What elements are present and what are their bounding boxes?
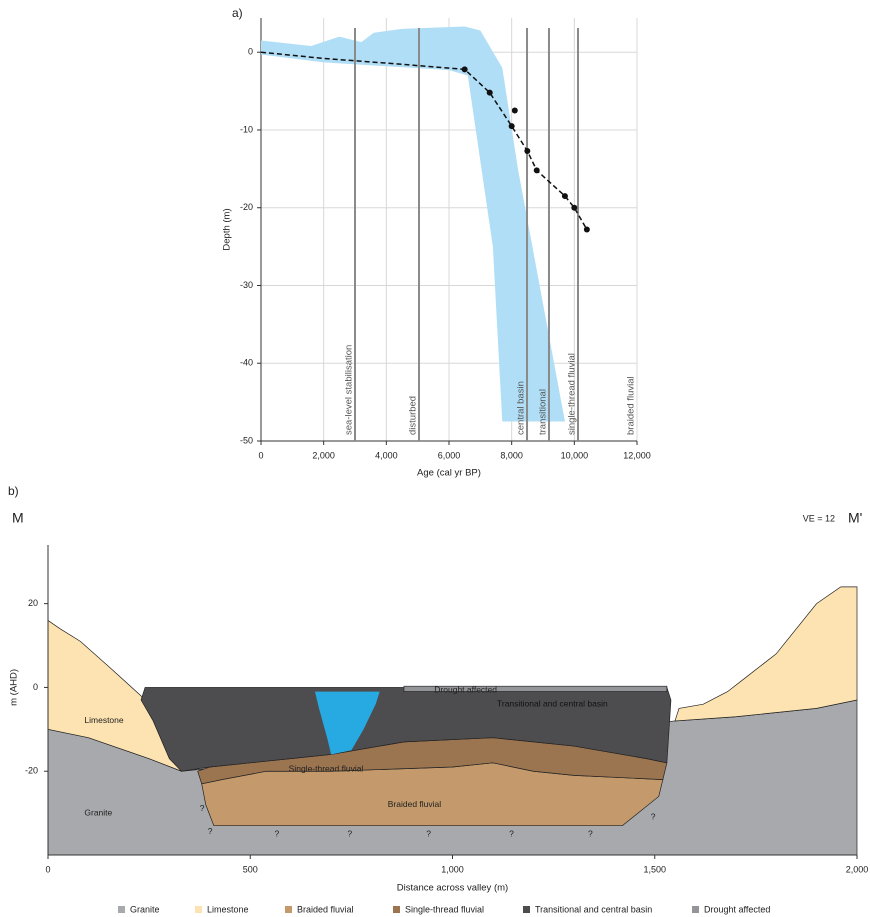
data-point	[462, 66, 468, 72]
annotation: Drought affected	[434, 685, 497, 695]
annotation: ?	[208, 826, 213, 836]
x-tick-label: 10,000	[561, 450, 589, 460]
x-tick-label: 8,000	[500, 450, 523, 460]
annotation: Transitional and central basin	[497, 698, 608, 708]
y-axis-title: m (AHD)	[9, 669, 20, 706]
x-tick-label: 0	[45, 864, 50, 874]
x-tick-label: 6,000	[438, 450, 461, 460]
legend-label: Drought affected	[704, 904, 770, 914]
phase-label: central basin	[516, 381, 527, 435]
legend-swatch	[393, 906, 400, 913]
x-tick-label: 2,000	[312, 450, 335, 460]
y-tick-label: -50	[240, 435, 253, 445]
y-tick-label: -40	[240, 358, 253, 368]
x-tick-label: 4,000	[375, 450, 398, 460]
annotation: ?	[651, 812, 656, 822]
legend-label: Granite	[130, 904, 160, 914]
uncertainty-band	[261, 27, 565, 422]
y-tick-label: -20	[240, 202, 253, 212]
phase-label: sea-level stabilisation	[344, 345, 355, 435]
data-point	[571, 205, 577, 211]
section-end-right: M'	[848, 510, 862, 526]
trend-line	[261, 52, 587, 229]
legend-swatch	[692, 906, 699, 913]
x-tick-label: 1,000	[441, 864, 464, 874]
y-tick-label: 0	[248, 47, 253, 57]
y-tick-label: -30	[240, 280, 253, 290]
phase-label: transitional	[538, 389, 549, 435]
data-point	[562, 193, 568, 199]
x-tick-label: 500	[243, 864, 258, 874]
ve-note: VE = 12	[803, 513, 835, 523]
y-tick-label: 20	[28, 598, 38, 608]
annotation: ?	[275, 828, 280, 838]
annotation: Granite	[84, 807, 112, 817]
x-tick-label: 1,500	[643, 864, 666, 874]
annotation: ?	[347, 828, 352, 838]
x-tick-label: 2,000	[846, 864, 869, 874]
annotation: ?	[588, 828, 593, 838]
legend-swatch	[195, 906, 202, 913]
y-axis-title: Depth (m)	[222, 208, 233, 250]
y-tick-label: -20	[25, 766, 38, 776]
y-tick-label: 0	[33, 682, 38, 692]
annotation: ?	[200, 803, 205, 813]
data-point	[524, 148, 530, 154]
annotation: Limestone	[84, 715, 123, 725]
phase-label: braided fluvial	[626, 376, 637, 435]
y-tick-label: -10	[240, 124, 253, 134]
panel-label: b)	[8, 484, 19, 498]
legend-label: Limestone	[207, 904, 249, 914]
section-end-left: M	[12, 510, 24, 526]
x-tick-label: 0	[258, 450, 263, 460]
legend-label: Single-thread fluvial	[405, 904, 484, 914]
legend-label: Braided fluvial	[297, 904, 354, 914]
legend-swatch	[118, 906, 125, 913]
legend-label: Transitional and central basin	[535, 904, 652, 914]
legend-swatch	[523, 906, 530, 913]
annotation: Braided fluvial	[388, 799, 442, 809]
panel-label: a)	[232, 6, 243, 20]
annotation: ?	[426, 828, 431, 838]
layer	[675, 587, 857, 721]
legend-swatch	[285, 906, 292, 913]
x-tick-label: 12,000	[623, 450, 651, 460]
data-point	[512, 108, 518, 114]
annotation: ?	[509, 828, 514, 838]
annotation: Single-thread fluvial	[289, 763, 364, 773]
phase-label: disturbed	[408, 396, 419, 435]
data-point	[584, 227, 590, 233]
data-point	[509, 123, 515, 129]
phase-label: single-thread fluvial	[567, 353, 578, 435]
data-point	[534, 167, 540, 173]
figure: a) 0 2,000 4,000 6,000 8,000 10,000 12,000 0 -10 -…	[0, 0, 870, 917]
data-point	[487, 90, 493, 96]
x-axis-title: Distance across valley (m)	[397, 883, 508, 894]
x-axis-title: Age (cal yr BP)	[417, 468, 481, 479]
